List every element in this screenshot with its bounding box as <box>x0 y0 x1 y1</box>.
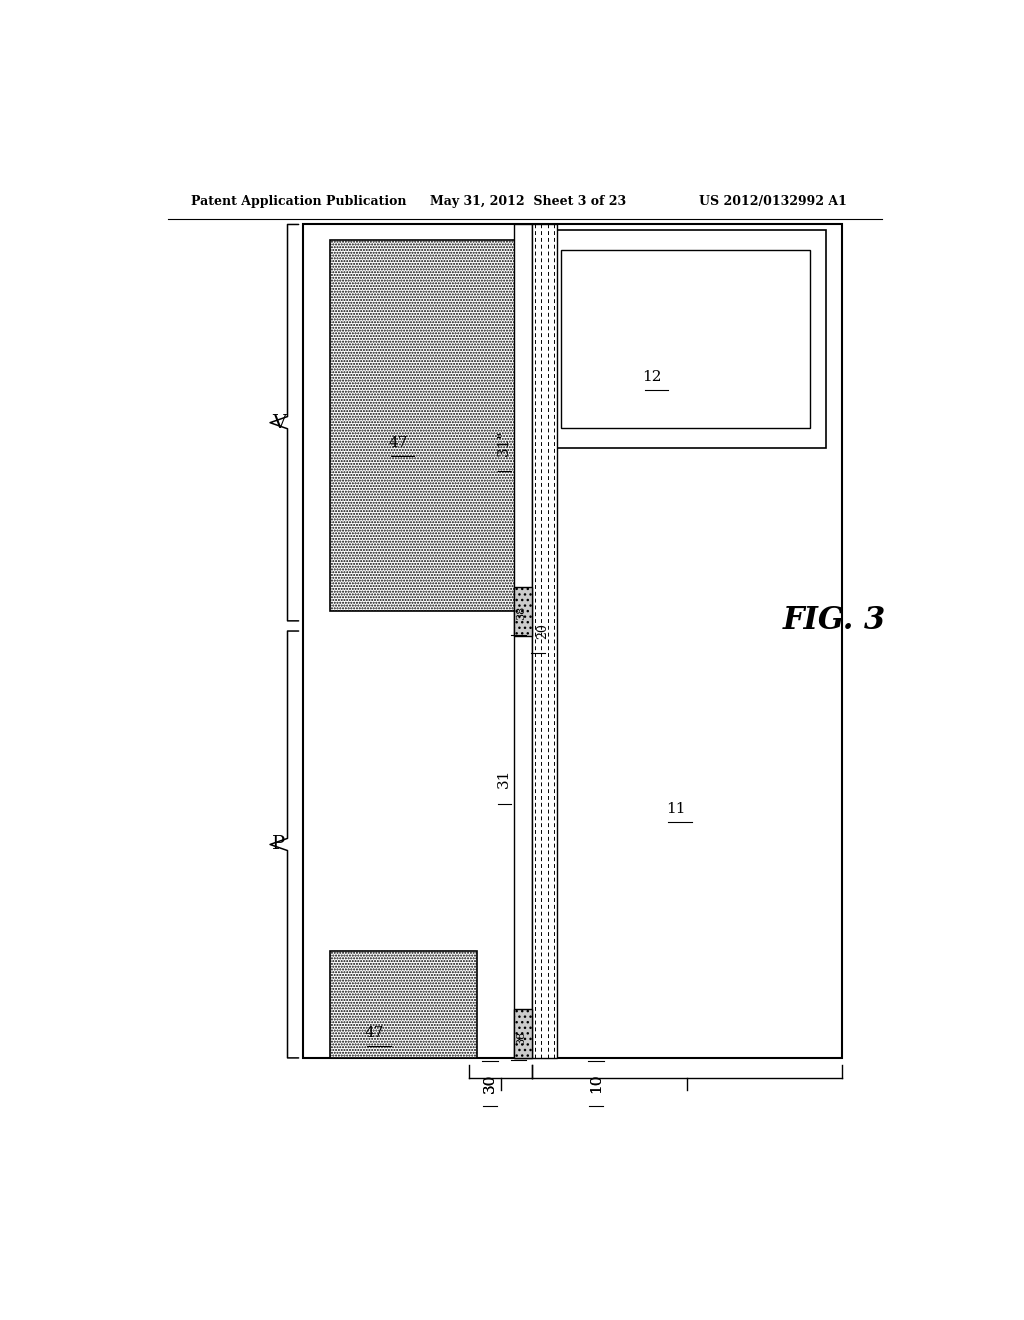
Text: 38: 38 <box>516 1031 526 1044</box>
Text: FIG. 3: FIG. 3 <box>782 606 886 636</box>
Text: US 2012/0132992 A1: US 2012/0132992 A1 <box>699 194 847 207</box>
Text: P: P <box>272 836 286 854</box>
Text: Patent Application Publication: Patent Application Publication <box>191 194 407 207</box>
Text: 47: 47 <box>365 1026 384 1040</box>
Text: 30: 30 <box>483 1073 497 1093</box>
Text: 38: 38 <box>516 606 526 620</box>
Bar <box>331 240 517 611</box>
Bar <box>331 952 477 1057</box>
Bar <box>545 230 826 447</box>
Text: 11: 11 <box>666 801 685 816</box>
Bar <box>531 224 557 1057</box>
Text: 47: 47 <box>388 436 408 450</box>
Bar <box>514 587 531 636</box>
Text: 31": 31" <box>498 430 511 457</box>
Text: 10: 10 <box>589 1073 603 1093</box>
Text: 10: 10 <box>589 1073 603 1093</box>
Text: V: V <box>271 413 286 432</box>
Text: 12: 12 <box>642 370 662 384</box>
Text: 20: 20 <box>536 623 549 639</box>
Bar <box>514 1008 531 1057</box>
Text: 31: 31 <box>498 768 511 788</box>
Text: 30: 30 <box>483 1073 497 1093</box>
Bar <box>560 249 811 428</box>
Text: May 31, 2012  Sheet 3 of 23: May 31, 2012 Sheet 3 of 23 <box>430 194 626 207</box>
Bar <box>303 224 842 1057</box>
Bar <box>514 224 531 1057</box>
